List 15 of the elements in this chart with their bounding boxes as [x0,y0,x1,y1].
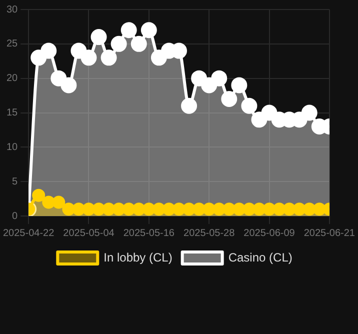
x-tick-label: 2025-05-16 [123,228,175,239]
legend-label: In lobby (CL) [104,250,172,264]
x-tick-label: 2025-06-21 [304,228,356,239]
y-tick-label: 10 [6,142,18,153]
legend-label: Casino (CL) [228,250,292,264]
x-tick-label: 2025-05-04 [63,228,115,239]
x-tick-label: 2025-04-22 [3,228,55,239]
y-tick-label: 15 [6,108,18,118]
y-tick-label: 0 [12,210,18,222]
y-tick-label: 5 [12,176,18,188]
y-tick-label: 25 [6,38,18,50]
x-tick-label: 2025-06-09 [244,228,296,239]
y-tick-label: 20 [6,73,18,84]
y-tick-label: 30 [6,4,18,16]
x-tick-label: 2025-05-28 [184,228,236,239]
